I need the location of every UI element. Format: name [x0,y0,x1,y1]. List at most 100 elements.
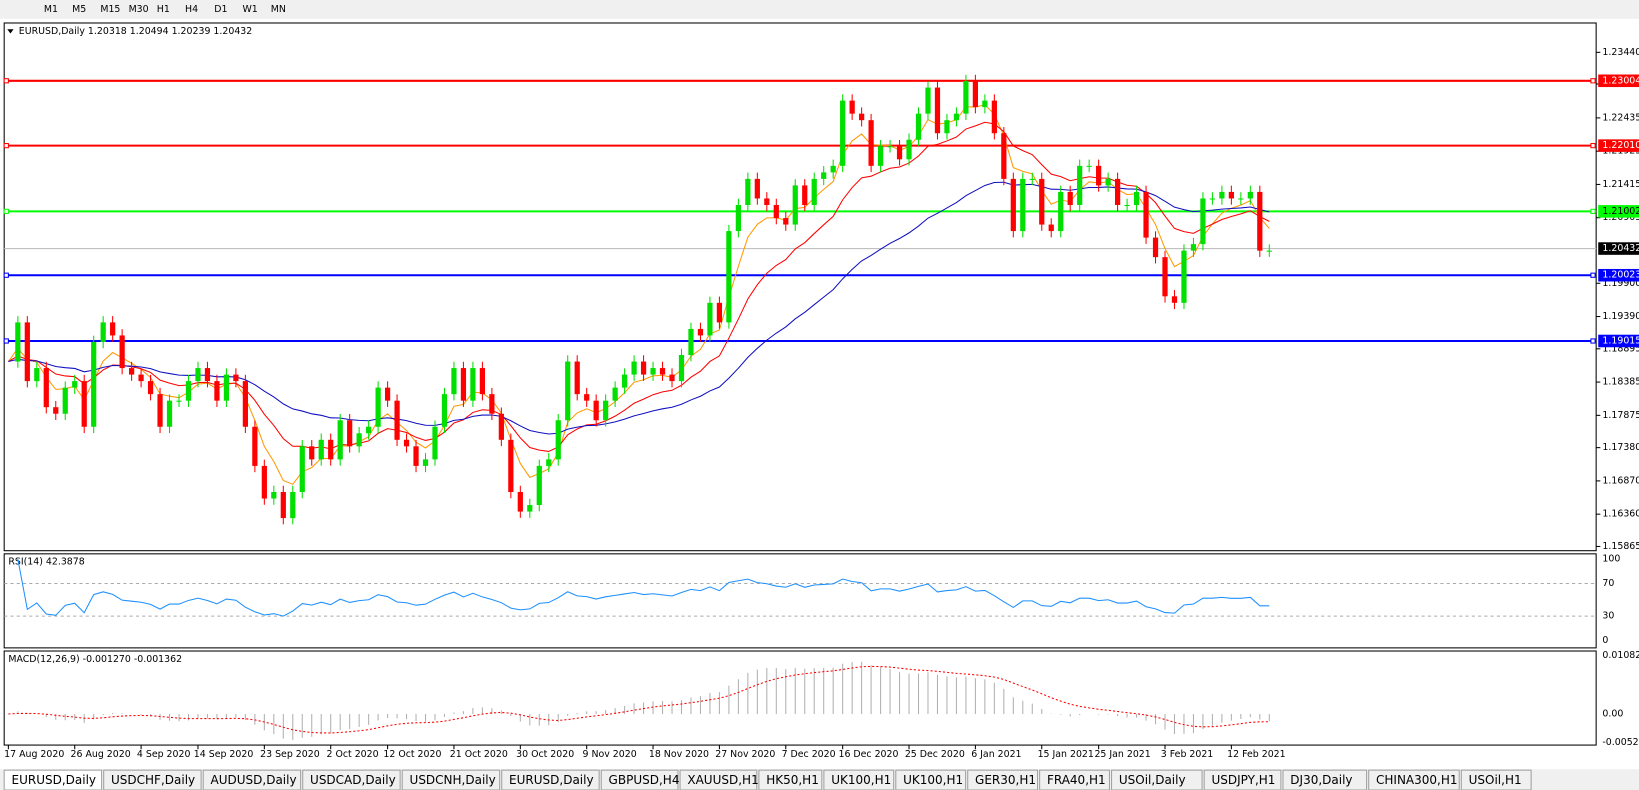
level-handle [1590,78,1596,84]
y-tick-label: 1.22435 [1602,112,1639,123]
candle-body [72,381,78,388]
candle-body [877,146,884,166]
tab-label[interactable]: USDCNH,Daily [410,773,496,787]
level-label: 1.20023 [1602,270,1639,281]
rsi-tick-label: 100 [1602,554,1620,565]
candle-body [546,459,552,466]
timeframe-button[interactable]: W1 [243,4,258,15]
candle-body [460,368,467,401]
candle-body [1058,191,1064,232]
tab-label[interactable]: UK100,H1 [831,773,891,787]
candle-body [1143,191,1149,238]
candle-body [859,113,865,121]
tab-label[interactable]: USDCAD,Daily [310,773,396,787]
candle-body [91,341,97,427]
tab-label[interactable]: DJ30,Daily [1290,773,1352,787]
candle-body [119,335,125,369]
candle-body [1228,191,1234,199]
candle-body [1067,191,1073,205]
candle-body [432,426,438,460]
level-box [1598,139,1639,152]
rsi-tick-label: 70 [1602,578,1614,589]
candle-body [688,328,694,356]
y-tick-label: 1.20905 [1602,212,1639,223]
macd-tick-label: -0.005227 [1602,737,1639,748]
candle-body [915,113,922,140]
candle-body [1124,204,1130,207]
tab-label[interactable]: USDJPY,H1 [1211,773,1275,787]
candle-body [678,355,685,382]
candle-body [745,178,751,205]
candle-body [726,231,732,323]
candle-body [166,400,173,427]
tab-label[interactable]: USOil,Daily [1119,773,1186,787]
candle-body [821,172,827,179]
tab-label[interactable]: EURUSD,Daily [509,773,594,787]
candle-body [972,81,979,108]
collapse-arrow[interactable] [7,29,14,34]
candle-body [309,446,315,460]
timeframe-button[interactable]: H1 [157,4,170,15]
candle-body [81,381,87,427]
rsi-panel [3,553,1597,649]
candle-body [328,439,334,460]
y-tick-label: 1.21415 [1602,179,1639,190]
candle-body [451,368,457,395]
tab-label[interactable]: USDCHF,Daily [111,773,195,787]
tab-label[interactable]: UK100,H1 [903,773,963,787]
tab-label[interactable]: CHINA300,H1 [1376,773,1458,787]
timeframe-button[interactable]: H4 [185,4,198,15]
level-handle [3,272,9,278]
candle-body [128,368,135,375]
y-tick-label: 1.15865 [1602,541,1639,552]
tab-label[interactable]: USOil,H1 [1469,773,1522,787]
candle-body [991,100,997,134]
macd-tick-label: 0.010828 [1602,650,1639,661]
tab-label[interactable]: HK50,H1 [766,773,819,787]
x-tick-label: 6 Jan 2021 [971,749,1021,760]
timeframe-button[interactable]: D1 [214,4,227,15]
tab-label[interactable]: AUDUSD,Daily [211,773,297,787]
tab-label[interactable]: FRA40,H1 [1047,773,1106,787]
rsi-tick-label: 30 [1602,611,1614,622]
x-tick-label: 9 Nov 2020 [583,749,637,760]
candle-body [233,374,239,382]
rsi-tick-label: 0 [1602,635,1608,646]
tab-label[interactable]: XAUUSD,H1 [687,773,758,787]
level-label: 1.22010 [1602,140,1639,151]
x-tick-label: 17 Aug 2020 [4,749,64,760]
timeframe-button[interactable]: M30 [129,4,149,15]
x-tick-label: 14 Sep 2020 [194,749,254,760]
y-tick-label: 1.18895 [1602,343,1639,354]
candle-body [536,465,542,506]
timeframe-button[interactable]: MN [271,4,286,15]
timeframe-button[interactable]: M15 [100,4,120,15]
tab-label[interactable]: EURUSD,Daily [11,773,96,787]
tab-label[interactable]: GBPUSD,H4 [609,773,680,787]
candle-body [157,394,163,427]
timeframe-button[interactable]: M5 [72,4,86,15]
candle-body [1162,257,1168,297]
x-tick-label: 27 Nov 2020 [715,749,775,760]
candle-body [925,87,931,114]
candle-body [1257,191,1263,251]
candle-body [15,322,21,362]
candle-body [204,368,211,382]
candle-body [735,204,741,232]
x-tick-label: 3 Feb 2021 [1161,749,1214,760]
y-tick-label: 1.23440 [1602,47,1639,58]
candle-body [1152,237,1159,258]
rsi-title: RSI(14) 42.3878 [8,557,84,568]
candle-body [887,146,893,148]
candle-body [1219,191,1225,199]
candle-body [34,368,40,382]
timeframe-button[interactable]: M1 [44,4,58,15]
candle-body [906,139,912,160]
candle-body [384,387,391,401]
candle-body [1247,191,1253,199]
candle-body [318,439,324,460]
candle-body [1238,198,1244,200]
tab-label[interactable]: GER30,H1 [975,773,1036,787]
